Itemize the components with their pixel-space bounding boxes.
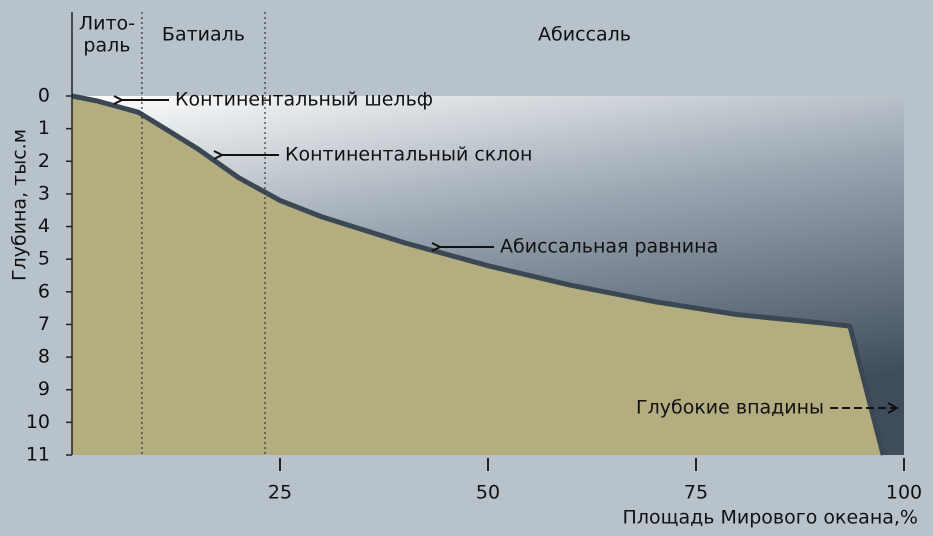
annotation: Континентальный склон [285,144,532,166]
x-tick-label: 100 [886,482,922,504]
y-tick-label: 5 [38,248,50,270]
zone-label: Абиссаль [538,24,631,46]
annotation: Абиссальная равнина [500,236,718,258]
annotation: Глубокие впадины [636,397,824,419]
x-tick-label: 50 [476,482,500,504]
zone-label: Батиаль [162,24,245,46]
y-tick-label: 6 [38,280,50,302]
x-tick-label: 25 [268,482,292,504]
zone-label: раль [83,35,130,57]
area-line [71,93,886,456]
y-tick-label: 2 [38,150,50,172]
y-tick-label: 8 [38,346,50,368]
y-axis-label: Глубина, тыс.м [9,129,31,281]
x-tick-label: 75 [684,482,708,504]
y-tick-label: 4 [38,215,50,237]
zone-label: Лито- [79,13,135,35]
area [72,96,904,455]
y-tick-label: 1 [38,117,50,139]
y-tick-label: 9 [38,378,50,400]
y-tick-label: 10 [26,411,50,433]
y-tick-label: 0 [38,85,50,107]
annotation-arrowhead [887,402,900,414]
y-tick-label: 11 [26,444,50,466]
y-tick-label: 7 [38,313,50,335]
y-tick-label: 3 [38,182,50,204]
annotation: Континентальный шельф [175,89,433,111]
x-axis-label: Площадь Мирового океана,% [623,507,918,529]
